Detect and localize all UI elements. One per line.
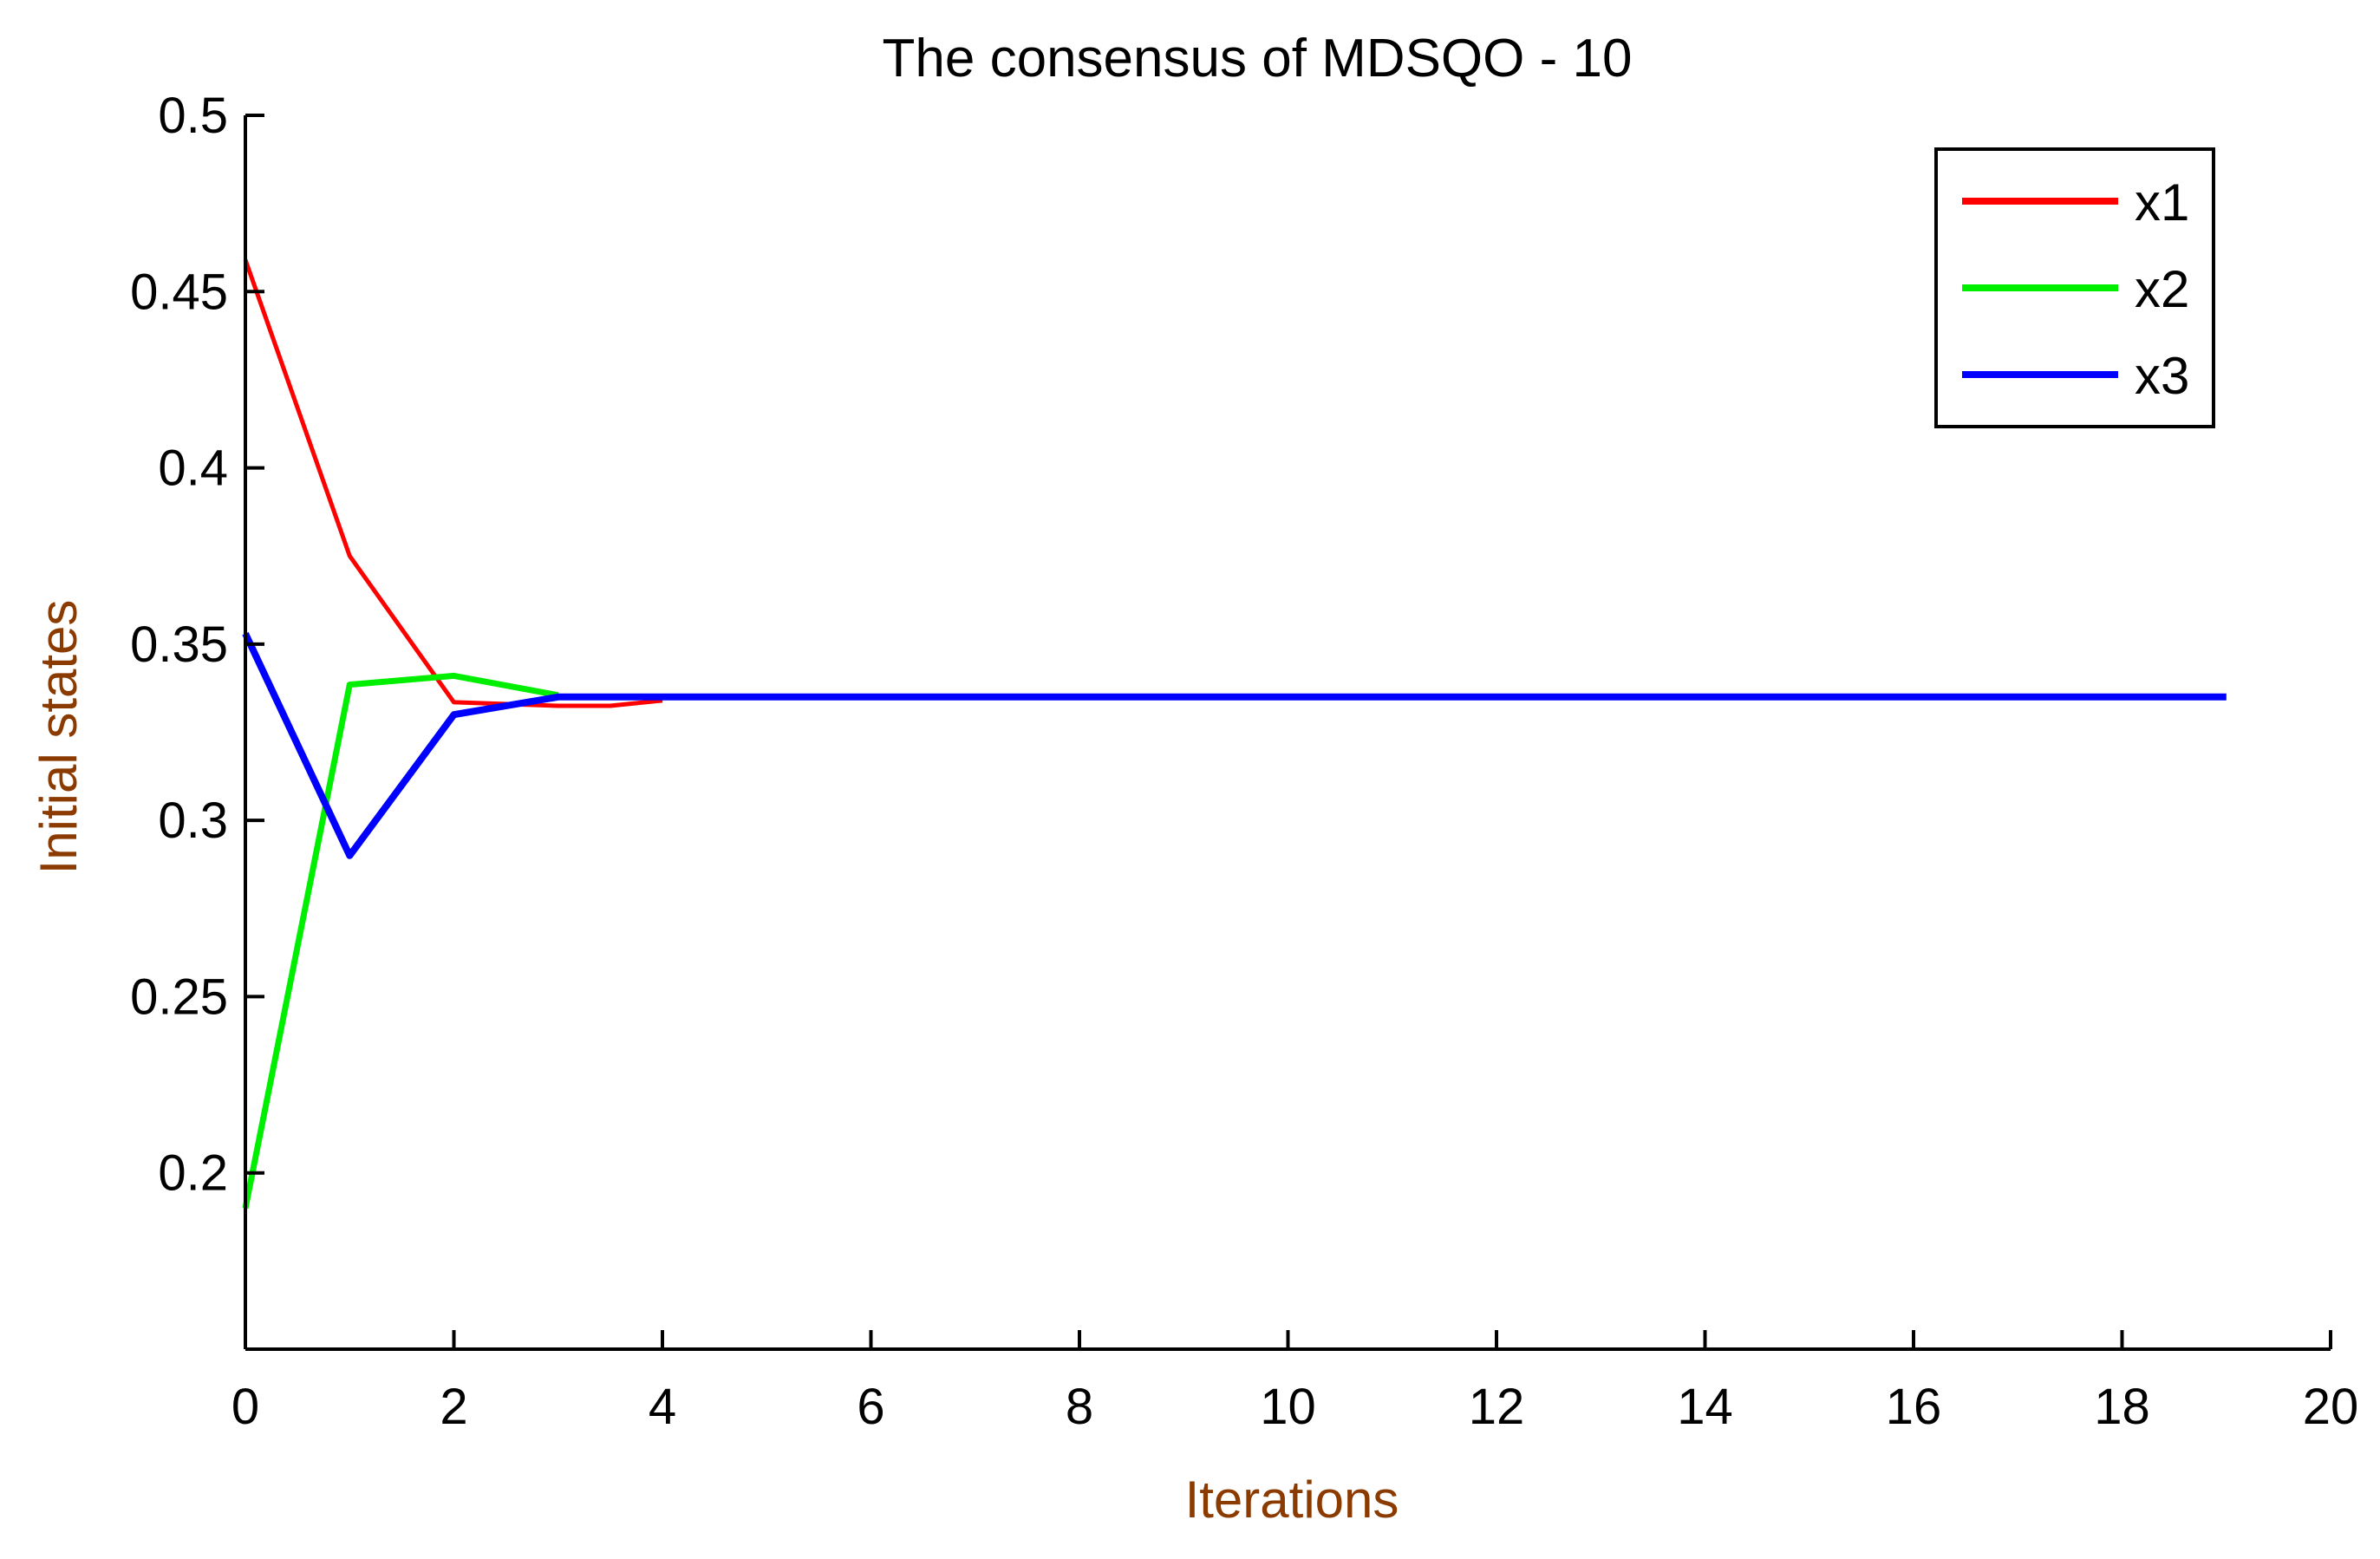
y-tick-label: 0.25 (130, 969, 228, 1025)
x-tick-label: 0 (231, 1379, 259, 1435)
legend-label-x2: x2 (2135, 260, 2189, 318)
chart-title: The consensus of MDSQO - 10 (883, 29, 1633, 88)
x-tick-label: 14 (1677, 1379, 1733, 1435)
series-line-x2 (242, 672, 559, 1210)
y-tick-label: 0.35 (130, 616, 228, 673)
y-tick-label: 0.4 (158, 440, 228, 497)
x-tick-label: 18 (2094, 1379, 2150, 1435)
legend-label-x3: x3 (2135, 347, 2189, 405)
y-tick-label: 0.3 (158, 793, 228, 849)
series-line-x3 (242, 631, 2227, 859)
x-tick-label: 16 (1886, 1379, 1942, 1435)
y-tick-label: 0.2 (158, 1145, 228, 1202)
x-axis-label: Iterations (1185, 1471, 1399, 1529)
axes-layer: 0 2 4 6 8 10 12 14 16 18 20 0.2 0.25 0.3 0.35 0.4 0.45 0.… (130, 88, 2358, 1435)
legend-label-x1: x1 (2135, 173, 2189, 232)
y-tick-label: 0.5 (158, 88, 228, 144)
series-layer (242, 258, 2227, 1210)
x-tick-label: 20 (2303, 1379, 2359, 1435)
x-tick-label: 12 (1469, 1379, 1525, 1435)
x-tick-label: 6 (857, 1379, 884, 1435)
x-tick-label: 10 (1260, 1379, 1316, 1435)
y-tick-label: 0.45 (130, 264, 228, 320)
x-tick-label: 8 (1066, 1379, 1093, 1435)
y-axis-label: Initial states (29, 600, 88, 875)
x-tick-label: 4 (649, 1379, 676, 1435)
x-tick-label: 2 (440, 1379, 467, 1435)
legend: x1 x2 x3 (1934, 147, 2215, 428)
